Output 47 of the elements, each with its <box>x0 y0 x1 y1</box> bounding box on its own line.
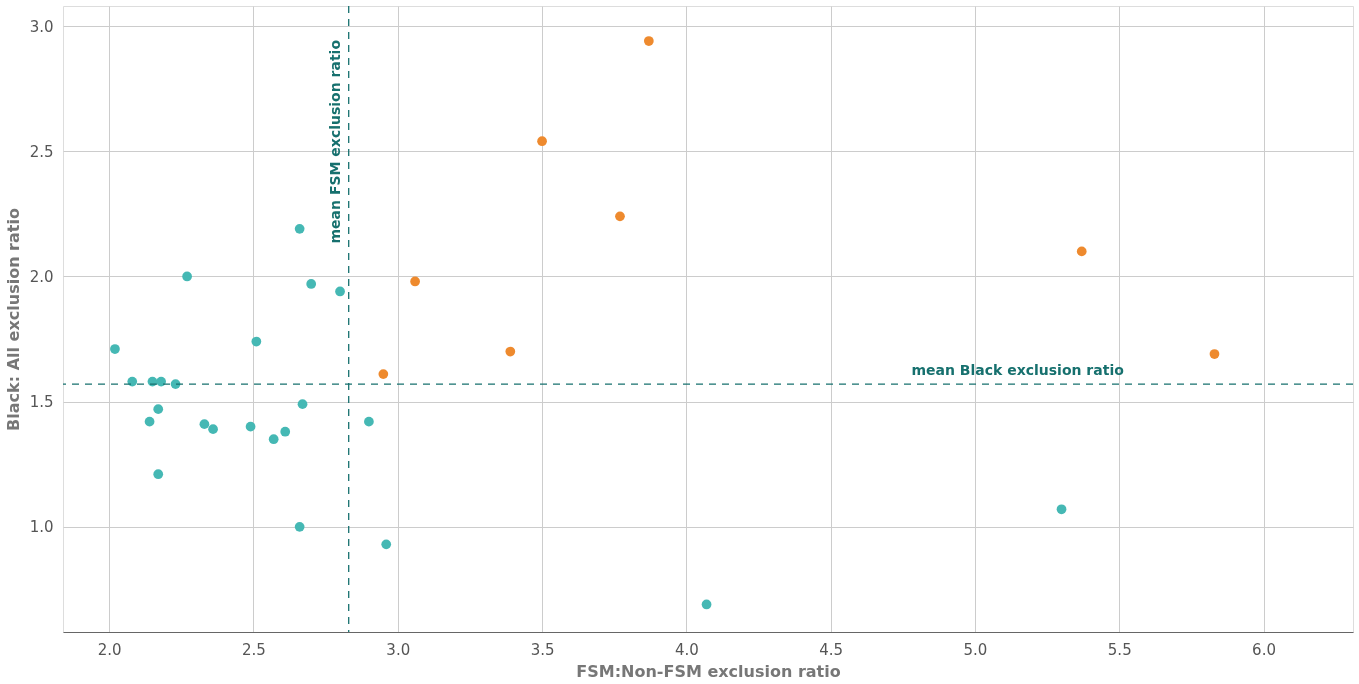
y-tick-label: 3.0 <box>29 17 54 36</box>
point <box>701 599 712 610</box>
point <box>378 369 389 379</box>
point <box>268 434 279 445</box>
point <box>294 223 305 234</box>
point <box>153 404 164 415</box>
x-tick-label: 3.5 <box>530 640 555 659</box>
point <box>335 286 345 297</box>
x-axis-title: FSM:Non-FSM exclusion ratio <box>576 661 841 681</box>
x-tick-label: 3.0 <box>386 640 411 659</box>
point <box>110 344 120 354</box>
point <box>381 539 392 550</box>
point <box>153 469 164 480</box>
x-tick-label: 2.5 <box>242 640 266 659</box>
point <box>1209 349 1220 359</box>
ref-line-label: mean Black exclusion ratio <box>911 362 1125 379</box>
y-tick-label: 2.5 <box>29 142 54 161</box>
point <box>297 399 308 409</box>
point <box>156 376 166 387</box>
point <box>1076 246 1087 257</box>
point <box>615 211 625 222</box>
point <box>537 136 547 147</box>
point <box>643 36 654 46</box>
x-tick-label: 5.5 <box>1107 640 1132 659</box>
point <box>1056 504 1067 515</box>
point <box>199 419 210 430</box>
point <box>144 416 155 427</box>
y-axis-title: Black: All exclusion ratio <box>3 208 23 431</box>
y-tick-label: 2.0 <box>29 267 54 286</box>
point <box>208 424 218 435</box>
point <box>410 276 420 287</box>
point <box>251 336 262 347</box>
ref-line-label: mean FSM exclusion ratio <box>326 39 343 244</box>
point <box>306 279 317 289</box>
point <box>245 421 256 432</box>
point <box>505 346 516 357</box>
point <box>182 271 192 282</box>
y-tick-label: 1.0 <box>29 518 54 537</box>
point <box>364 416 374 427</box>
point <box>294 521 305 532</box>
x-tick-label: 4.5 <box>819 640 844 659</box>
x-tick-label: 6.0 <box>1252 640 1276 659</box>
x-tick-label: 2.0 <box>97 640 122 659</box>
x-tick-label: 5.0 <box>963 640 988 659</box>
y-tick-label: 1.5 <box>29 393 54 412</box>
x-tick-label: 4.0 <box>674 640 699 659</box>
point <box>280 426 291 437</box>
